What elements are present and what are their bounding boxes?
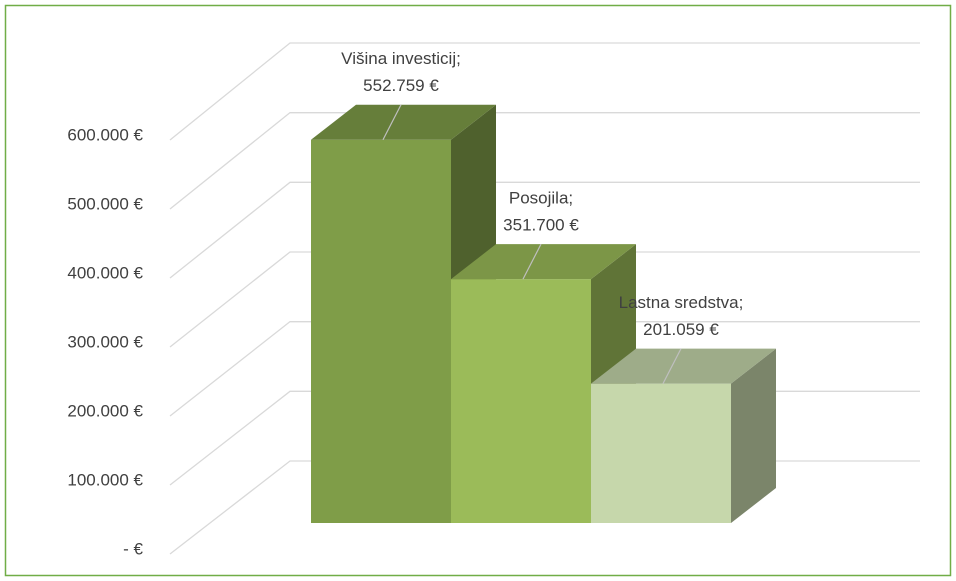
leader-line <box>662 348 682 384</box>
y-tick-label: 300.000 € <box>67 332 143 351</box>
y-tick-label: 600.000 € <box>67 125 143 144</box>
data-label-category: Višina investicij; <box>341 49 461 68</box>
y-tick-label: 100.000 € <box>67 470 143 489</box>
leader-line <box>522 243 542 280</box>
data-label: 201.059 € <box>643 320 719 339</box>
bar-front <box>591 383 731 523</box>
bar-front <box>451 279 591 523</box>
data-label: 552.759 € <box>363 76 439 95</box>
y-tick-label: 200.000 € <box>67 401 143 420</box>
data-label-category: Posojila; <box>509 189 573 208</box>
y-tick-label: 500.000 € <box>67 194 143 213</box>
bar-top <box>591 348 776 384</box>
y-tick-label: - € <box>123 539 143 558</box>
data-label: 351.700 € <box>503 216 579 235</box>
grid-line <box>169 181 920 279</box>
data-label-category: Lastna sredstva; <box>619 293 744 312</box>
bar-front <box>311 139 451 523</box>
bar <box>591 348 776 523</box>
grid-line <box>169 112 920 210</box>
bar-top <box>451 244 636 280</box>
bar-top <box>311 104 496 140</box>
bar-side <box>731 348 776 523</box>
grid-line <box>169 321 920 417</box>
y-tick-label: 400.000 € <box>67 263 143 282</box>
leader-line <box>382 104 402 141</box>
grid-line <box>169 251 920 348</box>
grid-line <box>169 42 920 141</box>
